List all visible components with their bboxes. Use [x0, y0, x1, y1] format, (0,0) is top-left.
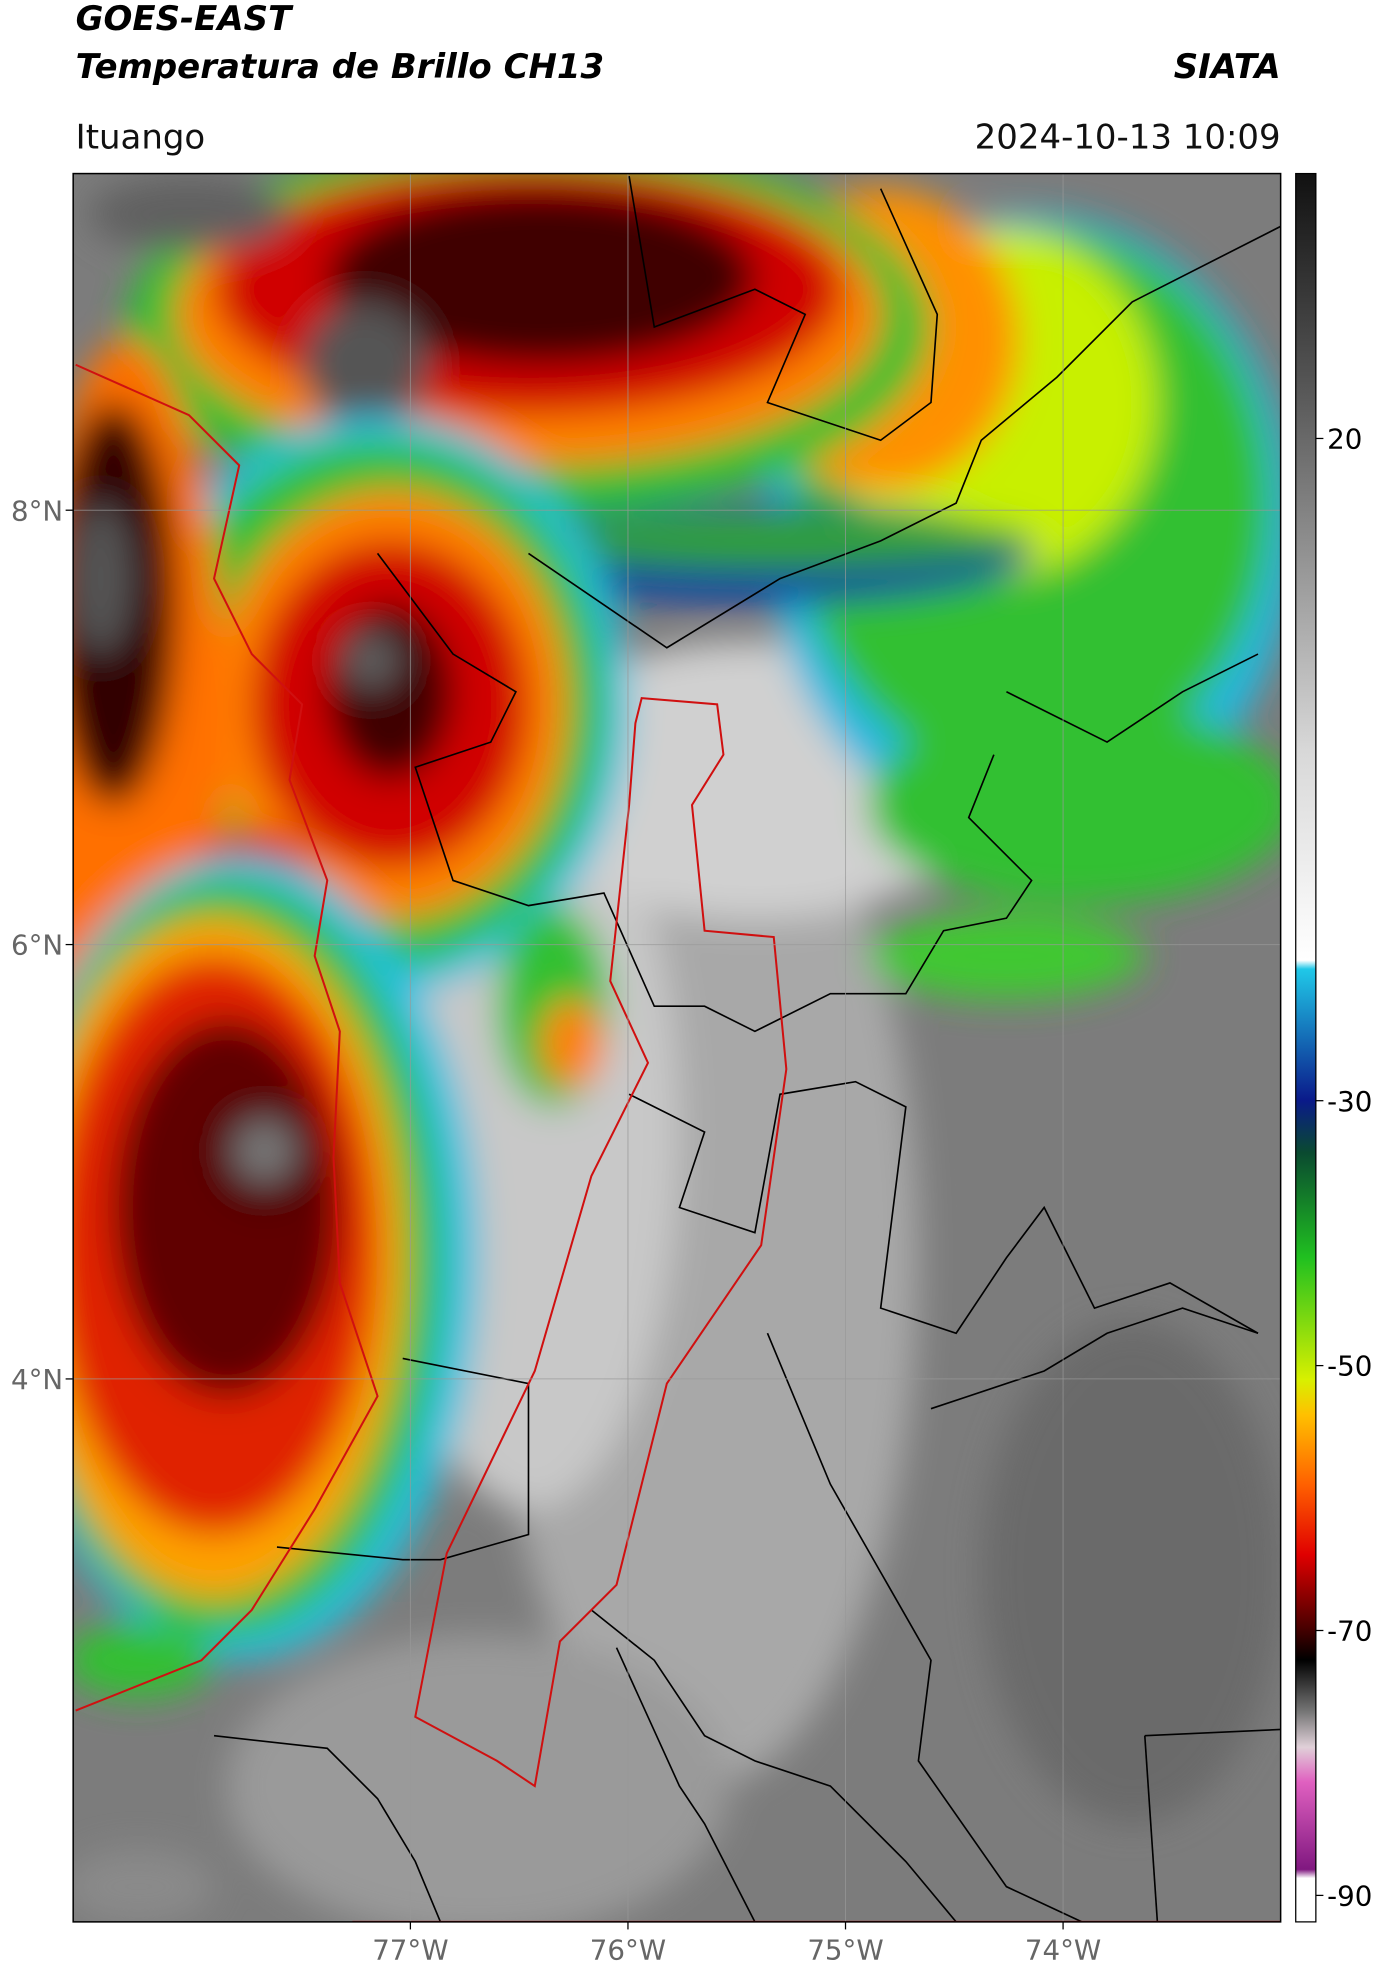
colorbar-tick-label: -90 — [1327, 1879, 1372, 1912]
x-tick-label: 74°W — [1025, 1934, 1101, 1967]
colorbar-tick-label: -30 — [1327, 1085, 1372, 1118]
satellite-image — [73, 173, 1281, 1922]
x-tick-label: 76°W — [590, 1934, 666, 1967]
source: SIATA — [1174, 47, 1281, 87]
map-frame — [72, 172, 1282, 1923]
colorbar-tick-label: 20 — [1327, 423, 1362, 456]
y-tick-label: 8°N — [11, 494, 63, 527]
x-tick-label: 75°W — [807, 1934, 883, 1967]
location: Ituango — [76, 117, 206, 157]
y-tick-label: 6°N — [11, 929, 63, 962]
grid — [73, 173, 1281, 1922]
x-tick-label: 77°W — [372, 1934, 448, 1967]
colorbar — [1295, 172, 1317, 1923]
y-tick-label: 4°N — [11, 1363, 63, 1396]
borders — [213, 175, 1281, 1922]
date: 2024-10-13 10:09 — [975, 117, 1281, 157]
colorbar-tick-label: -50 — [1327, 1350, 1372, 1383]
subtitle: Temperatura de Brillo CH13 — [76, 47, 604, 87]
coast-and-region — [75, 363, 1281, 1922]
colorbar-tick-label: -70 — [1327, 1615, 1372, 1648]
title: GOES-EAST — [76, 0, 294, 39]
